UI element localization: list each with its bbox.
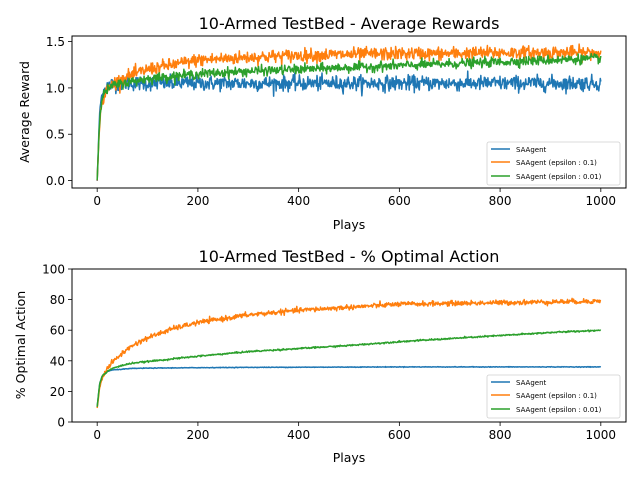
x-tick-label: 0 xyxy=(93,194,101,208)
x-axis-label: Plays xyxy=(333,450,366,465)
legend: SAAgent SAAgent (epsilon : 0.1) SAAgent … xyxy=(486,374,621,419)
plot-frame xyxy=(71,35,627,189)
series-line-saagent xyxy=(96,365,602,407)
x-tick-label: 200 xyxy=(186,428,209,442)
y-tick-label: 1.5 xyxy=(46,35,65,49)
x-tick-label: 600 xyxy=(388,194,411,208)
legend-label-epsilon-0-01: SAAgent (epsilon : 0.01) xyxy=(516,173,602,181)
series-line-saagent-epsilon-0-01 xyxy=(96,52,602,180)
legend-box xyxy=(486,141,621,186)
rewards-chart: 10-Armed TestBed - Average Rewards 0 200 4… xyxy=(17,14,627,232)
y-tick-label: 60 xyxy=(50,324,65,338)
series-line-saagent-epsilon-0-01 xyxy=(96,329,602,407)
optimal-action-chart: 10-Armed TestBed - % Optimal Action 0 200… xyxy=(13,247,627,465)
legend-label-epsilon-0-1: SAAgent (epsilon : 0.1) xyxy=(516,159,597,167)
legend-label-epsilon-0-1: SAAgent (epsilon : 0.1) xyxy=(516,392,597,400)
x-axis-ticks: 0 200 400 600 800 1000 xyxy=(93,188,616,208)
y-axis-ticks: 0 20 40 60 80 100 xyxy=(42,263,72,430)
x-tick-label: 1000 xyxy=(586,428,617,442)
x-axis-label: Plays xyxy=(333,217,366,232)
legend-label-saagent: SAAgent xyxy=(516,146,547,154)
plot-frame xyxy=(71,268,627,423)
legend-box xyxy=(486,374,621,419)
series-layer xyxy=(96,43,602,181)
legend-label-epsilon-0-01: SAAgent (epsilon : 0.01) xyxy=(516,406,602,414)
y-tick-label: 0 xyxy=(57,416,65,430)
y-axis-label: Average Reward xyxy=(17,61,32,163)
series-layer xyxy=(96,297,602,409)
chart-title: 10-Armed TestBed - Average Rewards xyxy=(199,14,500,33)
y-tick-label: 0.0 xyxy=(46,174,65,188)
y-axis-label: % Optimal Action xyxy=(13,291,28,399)
x-tick-label: 800 xyxy=(489,194,512,208)
x-tick-label: 0 xyxy=(93,428,101,442)
series-line-saagent-epsilon-0-1 xyxy=(96,43,602,181)
legend: SAAgent SAAgent (epsilon : 0.1) SAAgent … xyxy=(486,141,621,186)
x-axis-ticks: 0 200 400 600 800 1000 xyxy=(93,422,616,442)
y-axis-ticks: 0.0 0.5 1.0 1.5 xyxy=(46,35,72,188)
legend-label-saagent: SAAgent xyxy=(516,379,547,387)
x-tick-label: 1000 xyxy=(586,194,617,208)
y-tick-label: 0.5 xyxy=(46,128,65,142)
y-tick-label: 20 xyxy=(50,385,65,399)
y-tick-label: 40 xyxy=(50,354,65,368)
y-tick-label: 1.0 xyxy=(46,81,65,95)
chart-title: 10-Armed TestBed - % Optimal Action xyxy=(199,247,500,266)
y-tick-label: 80 xyxy=(50,293,65,307)
series-line-saagent xyxy=(96,70,602,181)
series-line-saagent-epsilon-0-1 xyxy=(96,297,602,409)
x-tick-label: 200 xyxy=(186,194,209,208)
x-tick-label: 600 xyxy=(388,428,411,442)
y-tick-label: 100 xyxy=(42,263,65,277)
x-tick-label: 400 xyxy=(287,428,310,442)
x-tick-label: 400 xyxy=(287,194,310,208)
x-tick-label: 800 xyxy=(489,428,512,442)
